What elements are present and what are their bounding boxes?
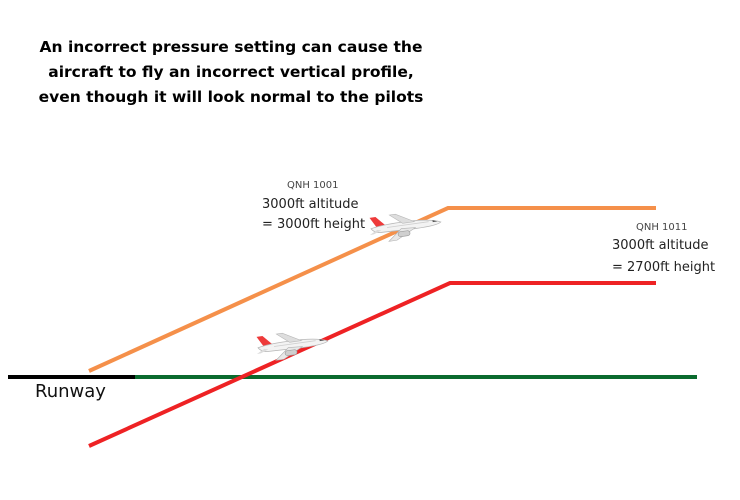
- correct-height-label: = 3000ft height: [262, 217, 366, 232]
- title-line-3: even though it will look normal to the p…: [38, 88, 424, 106]
- diagram-title: An incorrect pressure setting can cause …: [0, 35, 462, 110]
- incorrect-profile-line: [88, 281, 656, 448]
- runway-label: Runway: [35, 381, 106, 402]
- correct-profile-line: [88, 206, 656, 373]
- incorrect-height-label: = 2700ft height: [612, 260, 716, 275]
- incorrect-altitude-label: 3000ft altitude: [612, 238, 709, 253]
- title-line-1: An incorrect pressure setting can cause …: [39, 38, 423, 56]
- qnh-1001-label: QNH 1001: [287, 180, 339, 191]
- airliner-icon: [254, 326, 330, 364]
- correct-altitude-label: 3000ft altitude: [262, 197, 359, 212]
- title-line-2: aircraft to fly an incorrect vertical pr…: [48, 63, 414, 81]
- qnh-1011-label: QNH 1011: [636, 222, 688, 233]
